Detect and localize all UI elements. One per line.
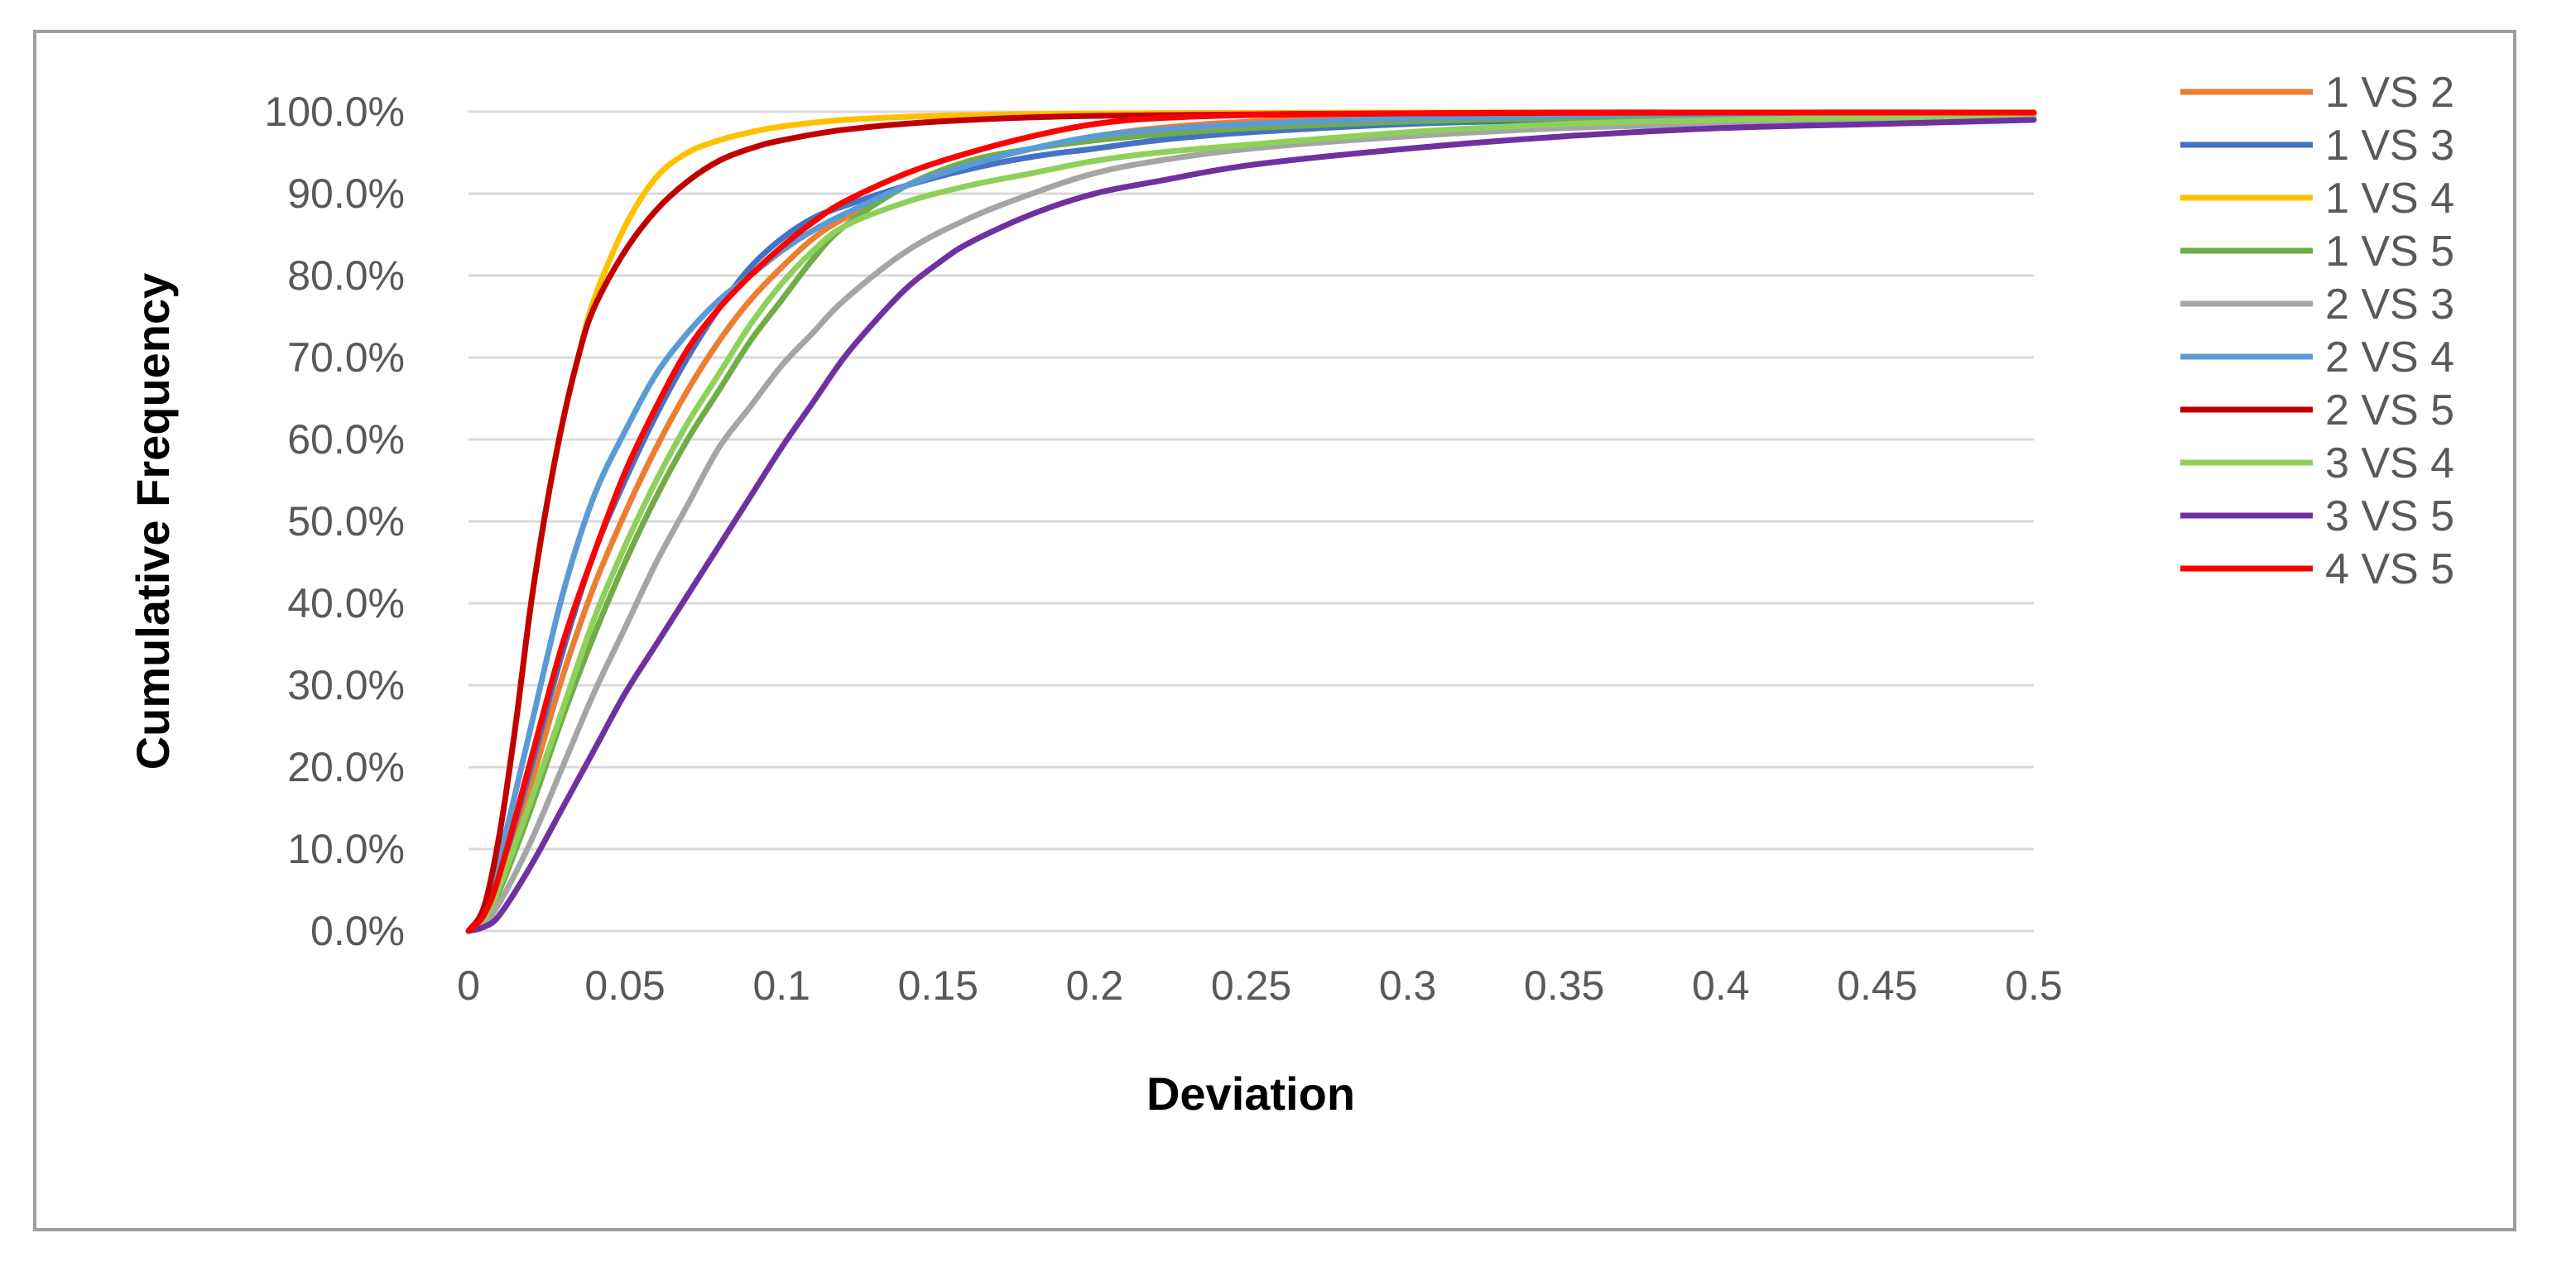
legend-label-3-vs-5: 3 VS 5: [2325, 492, 2454, 540]
y-tick-label: 10.0%: [287, 826, 405, 872]
y-tick-label: 50.0%: [287, 498, 405, 545]
legend-label-2-vs-3: 2 VS 3: [2325, 281, 2454, 329]
legend-label-2-vs-4: 2 VS 4: [2325, 333, 2454, 381]
series-lines: [465, 109, 2037, 934]
x-axis-ticks: 0 0.05 0.1 0.15 0.2 0.25 0.3 0.35 0.4 0.45 0.5: [457, 962, 2063, 1009]
x-tick-label: 0: [457, 962, 480, 1009]
legend-label-4-vs-5: 4 VS 5: [2325, 545, 2454, 593]
y-axis-title: Cumulative Frequency: [127, 273, 179, 770]
y-tick-label: 20.0%: [287, 744, 405, 790]
x-tick-label: 0.2: [1066, 962, 1124, 1009]
x-tick-label: 0.45: [1837, 962, 1917, 1009]
y-tick-label: 100.0%: [264, 89, 405, 135]
series-line-4-vs-5: [465, 109, 2037, 934]
series-line-2-vs-4: [465, 110, 2037, 934]
y-tick-label: 0.0%: [310, 908, 405, 954]
x-tick-label: 0.05: [584, 962, 665, 1009]
y-tick-label: 90.0%: [287, 170, 405, 217]
legend-label-1-vs-4: 1 VS 4: [2325, 175, 2454, 223]
legend: 1 VS 2 1 VS 3 1 VS 4 1 VS 5 2 VS 32 VS 4 2 VS…: [2180, 69, 2454, 593]
y-tick-label: 60.0%: [287, 416, 405, 463]
x-tick-label: 0.1: [752, 962, 810, 1009]
x-tick-label: 0.5: [2005, 962, 2063, 1009]
x-tick-label: 0.3: [1379, 962, 1437, 1009]
legend-label-1-vs-2: 1 VS 2: [2325, 69, 2454, 117]
legend-label-3-vs-4: 3 VS 4: [2325, 439, 2454, 487]
series-line-3-vs-4: [465, 113, 2037, 934]
x-tick-label: 0.25: [1211, 962, 1291, 1009]
y-tick-label: 30.0%: [287, 662, 405, 708]
x-tick-label: 0.4: [1692, 962, 1750, 1009]
legend-label-1-vs-3: 1 VS 3: [2325, 122, 2454, 170]
legend-label-2-vs-5: 2 VS 5: [2325, 386, 2454, 434]
y-tick-label: 80.0%: [287, 252, 405, 299]
y-axis-ticks: 0.0% 10.0% 20.0% 30.0% 40.0% 50.0% 60.0% 70.0% 8…: [264, 89, 405, 954]
series-line-3-vs-5: [465, 117, 2037, 934]
gridlines: [469, 110, 2034, 933]
line-chart: 0.0% 10.0% 20.0% 30.0% 40.0% 50.0% 60.0% 70.0% 8…: [127, 69, 2454, 1120]
y-tick-label: 40.0%: [287, 580, 405, 626]
x-tick-label: 0.35: [1524, 962, 1604, 1009]
x-axis-title: Deviation: [1146, 1068, 1355, 1120]
chart-frame: 0.0% 10.0% 20.0% 30.0% 40.0% 50.0% 60.0% 70.0% 8…: [33, 30, 2516, 1231]
y-tick-label: 70.0%: [287, 334, 405, 381]
legend-label-1-vs-5: 1 VS 5: [2325, 228, 2454, 276]
series-line-2-vs-3: [465, 114, 2037, 934]
x-tick-label: 0.15: [898, 962, 978, 1009]
